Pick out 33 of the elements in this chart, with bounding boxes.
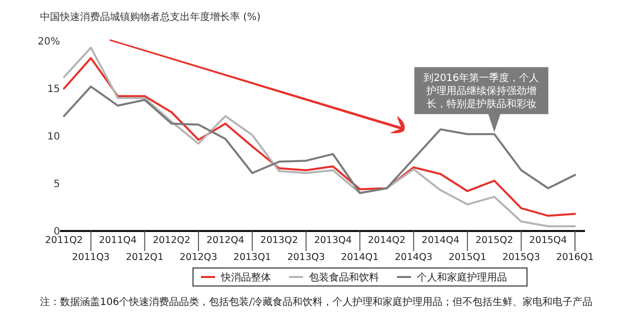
- x-tick-label: 2014Q1: [340, 252, 379, 263]
- callout-box: 到2016年第一季度，个人护理用品继续保持强劲增长，特别是护肤品和彩妆: [414, 67, 548, 132]
- x-tick-label: 2011Q2: [45, 235, 83, 246]
- legend-label: 快消品整体: [220, 272, 271, 284]
- x-tick-label: 2012Q2: [152, 235, 190, 246]
- x-tick-label: 2012Q3: [180, 252, 218, 263]
- legend-label: 个人和家庭护理用品: [417, 272, 507, 284]
- y-tick-label: 10: [47, 132, 60, 142]
- x-tick-label: 2011Q4: [98, 235, 137, 246]
- y-tick-label: 15: [47, 84, 60, 95]
- chart-title: 中国快速消费品城镇购物者总支出年度增长率 (%): [40, 11, 261, 23]
- x-tick-label: 2011Q3: [72, 252, 110, 263]
- x-tick-label: 2013Q4: [314, 235, 352, 246]
- y-tick-label: 0: [54, 226, 60, 238]
- x-tick-label: 2015Q4: [529, 235, 567, 246]
- x-tick-label: 2015Q3: [502, 252, 540, 263]
- y-tick-label: 20%: [38, 36, 60, 48]
- x-tick-label: 2013Q3: [287, 252, 325, 263]
- x-tick-label: 2014Q3: [394, 252, 432, 263]
- annotation: 到2016年第一季度，个人护理用品继续保持强劲增长，特别是护肤品和彩妆: [424, 72, 540, 110]
- legend-label: 包装食品和饮料: [309, 272, 379, 284]
- x-tick-label: 2013Q2: [260, 235, 298, 246]
- x-tick-label: 2012Q4: [206, 235, 244, 246]
- text: 注：数据涵盖106个快速消费品品类，包括包装/冷藏食品和饮料，个人护理和家庭护理用品；但不包括生鲜、家电和电子产品: [40, 296, 592, 308]
- x-tick-label: 2015Q2: [475, 235, 514, 246]
- y-tick-label: 5: [54, 179, 60, 190]
- x-tick-label: 2014Q4: [422, 235, 460, 246]
- x-tick-label: 2016Q1: [556, 252, 594, 263]
- x-tick-label: 2014Q2: [368, 235, 406, 246]
- x-tick-label: 2012Q1: [126, 252, 164, 263]
- x-tick-label: 2013Q1: [233, 252, 272, 263]
- line-series: [63, 86, 576, 194]
- x-tick-label: 2015Q1: [448, 252, 486, 263]
